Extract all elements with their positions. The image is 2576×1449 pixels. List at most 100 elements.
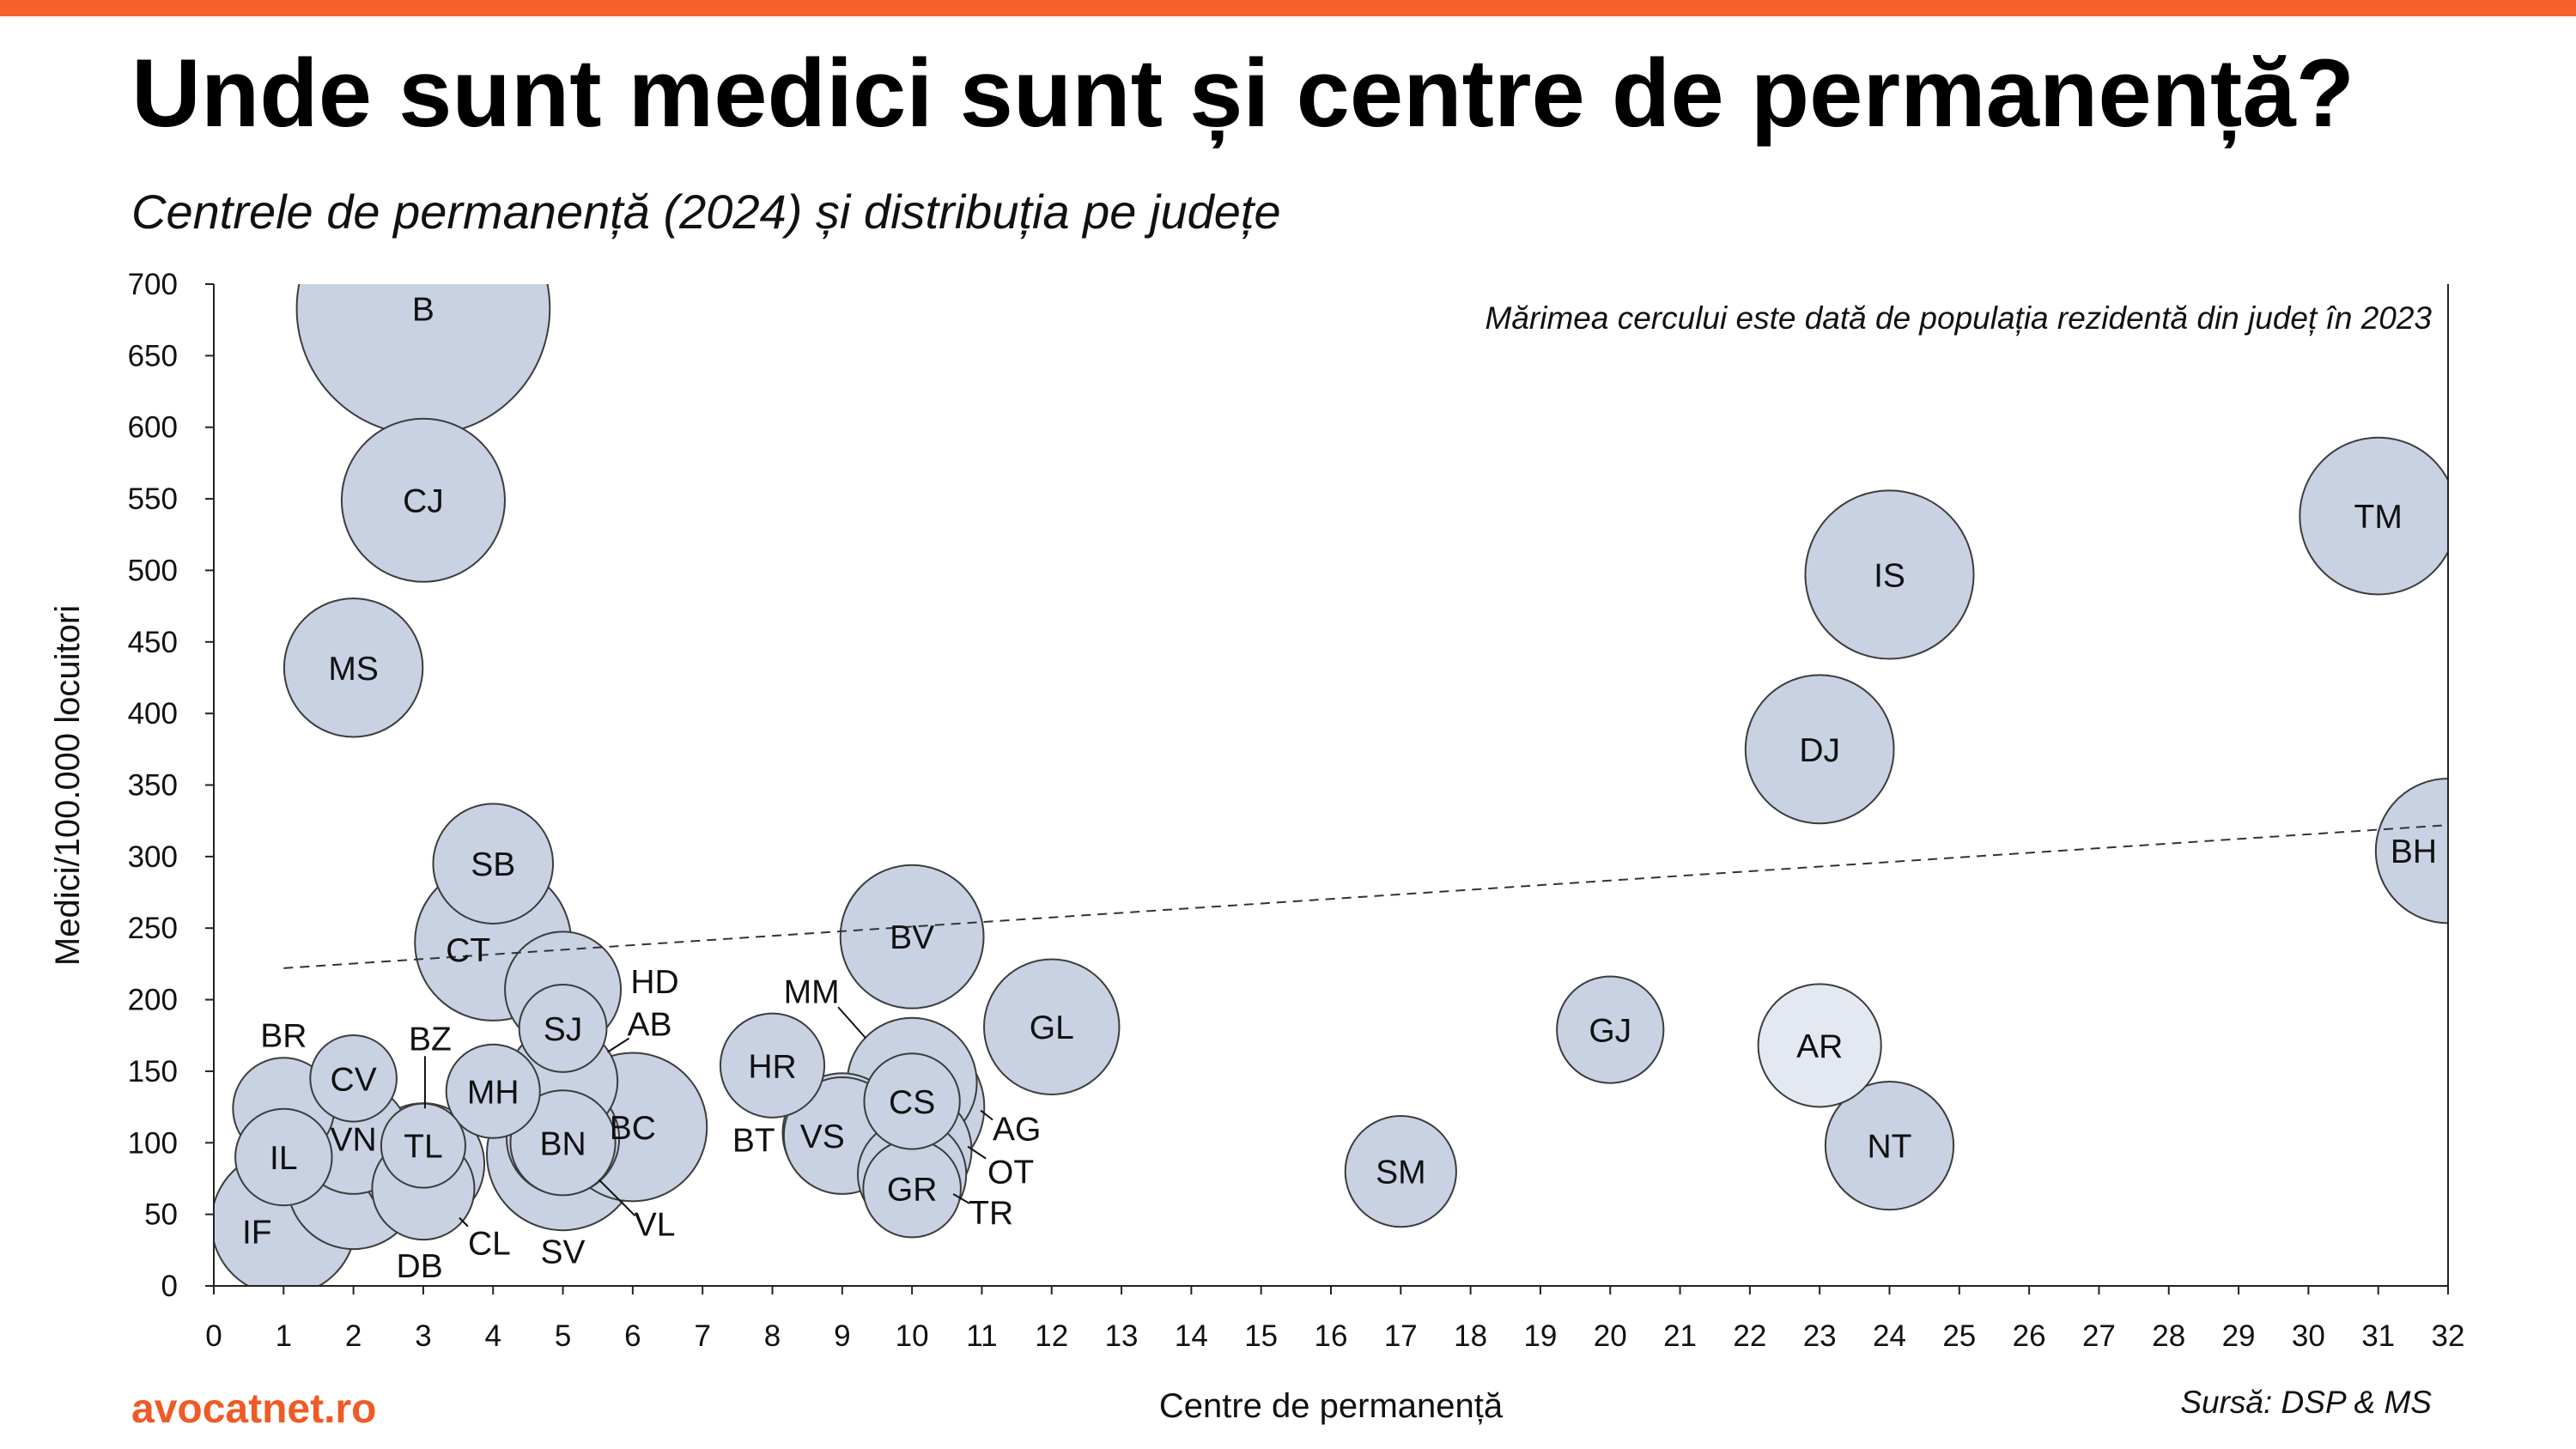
point-label-ag: AG <box>993 1112 1041 1149</box>
x-tick-label: 7 <box>694 1319 710 1353</box>
point-label-bv: BV <box>890 919 934 956</box>
x-tick-label: 3 <box>415 1319 431 1353</box>
x-tick-label: 11 <box>966 1319 997 1353</box>
y-tick-label: 700 <box>128 268 178 301</box>
point-label-sj: SJ <box>544 1011 583 1048</box>
point-label-bh: BH <box>2391 834 2437 870</box>
bubble-cj <box>340 417 506 583</box>
y-tick-label: 0 <box>161 1270 178 1303</box>
point-label-bt: BT <box>732 1123 775 1160</box>
leader-line-tr <box>952 1193 970 1204</box>
bubble-hr <box>719 1012 826 1119</box>
bubble-mh <box>445 1043 541 1139</box>
x-tick-label: 10 <box>896 1319 929 1353</box>
y-tick-label: 350 <box>128 769 178 803</box>
x-tick-label: 19 <box>1523 1319 1557 1353</box>
bubble-tm <box>2299 436 2448 596</box>
point-label-ab: AB <box>628 1007 672 1044</box>
point-label-is: IS <box>1874 557 1905 594</box>
x-tick-label: 16 <box>1315 1319 1348 1353</box>
x-tick-label: 30 <box>2292 1319 2325 1353</box>
chart-title: Unde sunt medici sunt și centre de perma… <box>131 39 2354 149</box>
y-tick-label: 650 <box>128 339 178 373</box>
x-tick-label: 8 <box>764 1319 781 1353</box>
x-tick-label: 24 <box>1873 1319 1906 1353</box>
y-tick-label: 300 <box>128 840 178 874</box>
point-label-bc: BC <box>610 1110 656 1147</box>
x-tick-label: 29 <box>2222 1319 2256 1353</box>
leader-line-vl <box>598 1179 636 1216</box>
source-note: Sursă: DSP & MS <box>2180 1385 2432 1420</box>
y-tick-label: 50 <box>144 1198 178 1232</box>
x-tick-label: 13 <box>1105 1319 1139 1353</box>
point-label-gl: GL <box>1030 1009 1074 1046</box>
y-tick-label: 150 <box>128 1055 178 1088</box>
x-tick-label: 17 <box>1384 1319 1418 1353</box>
y-tick-label: 600 <box>128 411 178 445</box>
y-tick-label: 100 <box>128 1126 178 1160</box>
point-label-tm: TM <box>2354 499 2403 536</box>
point-label-dj: DJ <box>1799 732 1840 769</box>
point-label-bz: BZ <box>409 1021 452 1058</box>
point-label-tr: TR <box>969 1195 1013 1232</box>
x-tick-label: 18 <box>1454 1319 1487 1353</box>
y-tick-label: 250 <box>128 912 178 945</box>
leader-line-cl <box>459 1216 469 1228</box>
x-tick-label: 31 <box>2361 1319 2395 1353</box>
bubble-tl <box>380 1102 466 1189</box>
point-label-vs: VS <box>800 1119 845 1155</box>
brand-logo-text: avocatnet.ro <box>131 1386 376 1432</box>
bubble-ms <box>283 597 424 738</box>
y-axis-title: Medici/100.000 locuitori <box>49 605 87 966</box>
x-tick-label: 22 <box>1733 1319 1766 1353</box>
x-tick-label: 5 <box>555 1319 571 1353</box>
bubble-sb <box>432 803 555 925</box>
x-tick-label: 21 <box>1663 1319 1697 1353</box>
x-tick-label: 2 <box>345 1319 361 1353</box>
point-label-cv: CV <box>331 1061 377 1098</box>
leader-line-ab <box>607 1037 630 1053</box>
point-label-gr: GR <box>887 1172 938 1209</box>
leader-lines-layer <box>423 1006 993 1228</box>
bubble-sm <box>1344 1115 1457 1228</box>
point-label-gj: GJ <box>1589 1013 1631 1050</box>
bubble-nt <box>1824 1081 1955 1211</box>
point-label-vl: VL <box>635 1206 676 1243</box>
point-label-bn: BN <box>539 1125 586 1162</box>
x-tick-label: 9 <box>834 1319 850 1353</box>
bubble-dj <box>1744 674 1895 825</box>
bubble-bn <box>509 1089 617 1197</box>
y-tick-label: 500 <box>128 554 178 587</box>
point-label-if: IF <box>242 1215 272 1252</box>
point-label-cs: CS <box>889 1084 935 1121</box>
x-tick-label: 4 <box>485 1319 501 1353</box>
chart-subtitle: Centrele de permanență (2024) și distrib… <box>131 185 1281 239</box>
x-tick-label: 0 <box>205 1319 222 1353</box>
x-tick-label: 20 <box>1594 1319 1627 1353</box>
point-label-hd: HD <box>630 964 678 1001</box>
bubble-gj <box>1556 975 1665 1084</box>
point-label-sm: SM <box>1376 1155 1426 1191</box>
point-label-il: IL <box>270 1140 298 1177</box>
point-label-mm: MM <box>784 973 840 1010</box>
leader-line-ag <box>980 1109 993 1121</box>
bubble-bv <box>839 864 985 1009</box>
leader-line-mm <box>837 1006 866 1039</box>
x-tick-label: 27 <box>2082 1319 2116 1353</box>
x-tick-label: 28 <box>2152 1319 2185 1353</box>
bubble-cv <box>309 1034 398 1123</box>
trendline-layer <box>283 824 2448 969</box>
bubble-ar <box>1757 983 1882 1108</box>
point-label-ms: MS <box>328 651 379 688</box>
top-accent-bar <box>0 0 2576 16</box>
point-label-br: BR <box>260 1017 307 1054</box>
leader-line-ot <box>967 1145 987 1160</box>
point-label-ot: OT <box>987 1155 1034 1191</box>
point-label-nt: NT <box>1868 1129 1912 1166</box>
point-label-ar: AR <box>1796 1028 1843 1065</box>
x-tick-label: 12 <box>1035 1319 1068 1353</box>
point-label-vn: VN <box>331 1121 377 1158</box>
point-label-sb: SB <box>471 846 515 883</box>
point-label-sv: SV <box>541 1234 586 1271</box>
y-tick-label: 450 <box>128 626 178 659</box>
